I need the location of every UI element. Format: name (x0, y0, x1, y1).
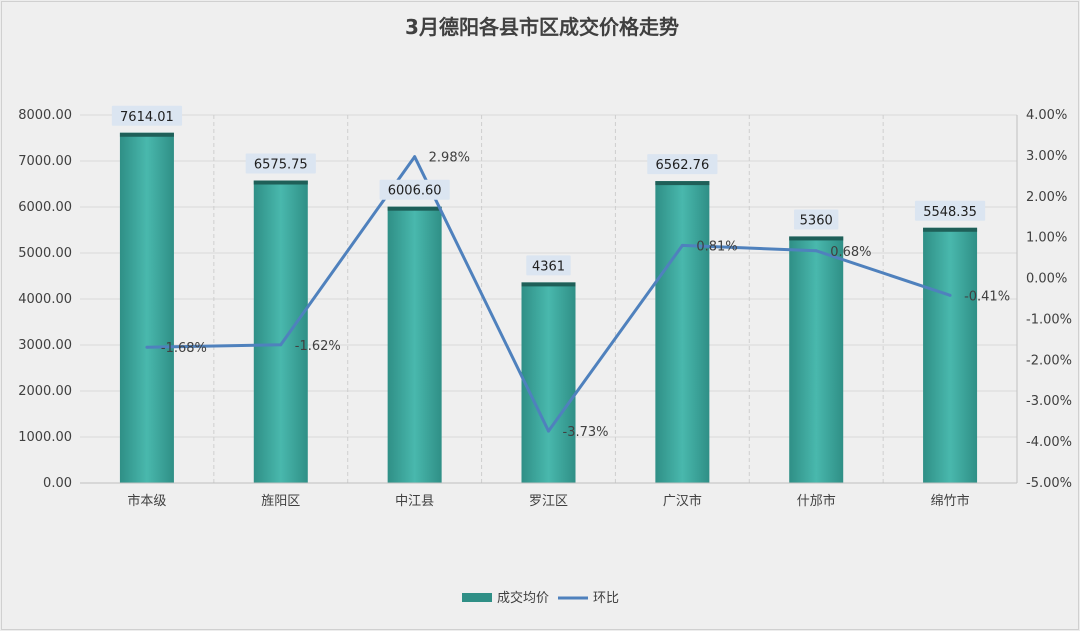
y-left-tick-label: 7000.00 (18, 154, 72, 169)
y-left-tick-label: 5000.00 (18, 246, 72, 261)
bar-top-cap (923, 227, 978, 232)
line-value-label: -1.68% (161, 341, 207, 356)
y-right-tick-label: -2.00% (1026, 353, 1072, 368)
y-right-tick-label: -4.00% (1026, 435, 1072, 450)
line-value-label: 2.98% (429, 151, 470, 166)
bar-value-label-box (914, 200, 986, 221)
chart-title: 3月德阳各县市区成交价格走势 (405, 15, 679, 39)
bar-value-label-box (245, 153, 316, 174)
bar-value-label: 4361 (532, 259, 565, 274)
bar-value-label: 5548.35 (923, 205, 977, 220)
y-left-tick-label: 2000.00 (18, 384, 72, 399)
bar (789, 236, 844, 483)
bar-value-label-box (526, 255, 571, 276)
bar (655, 181, 710, 483)
y-left-tick-label: 0.00 (43, 476, 72, 491)
x-category-label: 罗江区 (529, 494, 568, 509)
line-point (279, 343, 283, 347)
bar-value-label: 6562.76 (655, 158, 709, 173)
line-point (814, 249, 818, 253)
x-category-label: 市本级 (127, 493, 166, 509)
legend: 成交均价 环比 (462, 590, 619, 606)
bar-top-cap (789, 236, 844, 241)
y-left-tick-label: 8000.00 (18, 108, 72, 123)
legend-label-line: 环比 (593, 591, 619, 606)
bar-value-label-box (111, 105, 183, 126)
bar (253, 180, 308, 483)
line-point (145, 345, 149, 349)
x-category-label: 中江县 (395, 494, 434, 509)
bar-value-label: 6575.75 (254, 158, 308, 173)
bar-top-cap (521, 282, 576, 287)
line-value-label: -0.41% (964, 289, 1010, 304)
y-right-tick-label: 4.00% (1026, 108, 1067, 123)
x-category-label: 广汉市 (663, 493, 702, 509)
x-category-label: 旌阳区 (261, 494, 300, 509)
y-left-tick-label: 6000.00 (18, 200, 72, 215)
bar-value-label-box (379, 179, 450, 200)
bar-top-cap (253, 180, 308, 185)
bar-value-label: 7614.01 (120, 110, 174, 125)
line-point (413, 155, 417, 159)
bar (923, 227, 978, 483)
y-right-tick-label: 1.00% (1026, 231, 1067, 246)
line-point (680, 243, 684, 247)
bar-top-cap (387, 206, 442, 211)
y-right-tick-label: 0.00% (1026, 272, 1067, 287)
y-right-tick-label: 2.00% (1026, 190, 1067, 205)
x-category-label: 绵竹市 (931, 493, 970, 509)
data-labels: 7614.01 6575.75 6006.60 4361 6562.76 5360 5548… (111, 105, 1010, 440)
bar-value-label-box (794, 209, 839, 230)
y-right-tick-label: -1.00% (1026, 312, 1072, 327)
y-left-tick-label: 4000.00 (18, 292, 72, 307)
line-point (948, 293, 952, 297)
x-category-label: 什邡市 (797, 493, 836, 509)
bar-value-label: 6006.60 (388, 184, 442, 199)
y-left-tick-label: 1000.00 (18, 430, 72, 445)
y-right-tick-label: -5.00% (1026, 476, 1072, 491)
y-right-tick-label: 3.00% (1026, 149, 1067, 164)
line-point (547, 429, 550, 433)
legend-swatch-bar (462, 593, 492, 602)
bar-top-cap (119, 132, 174, 137)
line-value-label: -3.73% (563, 425, 609, 440)
bar-top-cap (655, 181, 710, 186)
bar (119, 132, 174, 483)
axes: 0.00 1000.00 2000.00 3000.00 4000.00 5000.00 6… (18, 108, 1072, 509)
line-value-label: 0.81% (696, 239, 737, 254)
bar-value-label-box (647, 154, 718, 175)
line-series (145, 155, 952, 433)
bar-value-label: 5360 (800, 213, 833, 228)
bar (387, 206, 442, 483)
bar-series (119, 132, 978, 483)
bar (521, 282, 576, 483)
legend-label-bar: 成交均价 (497, 590, 549, 606)
line-value-label: 0.68% (830, 245, 871, 260)
line-value-label: -1.62% (295, 339, 341, 354)
y-right-tick-label: -3.00% (1026, 394, 1072, 409)
y-left-tick-label: 3000.00 (18, 338, 72, 353)
